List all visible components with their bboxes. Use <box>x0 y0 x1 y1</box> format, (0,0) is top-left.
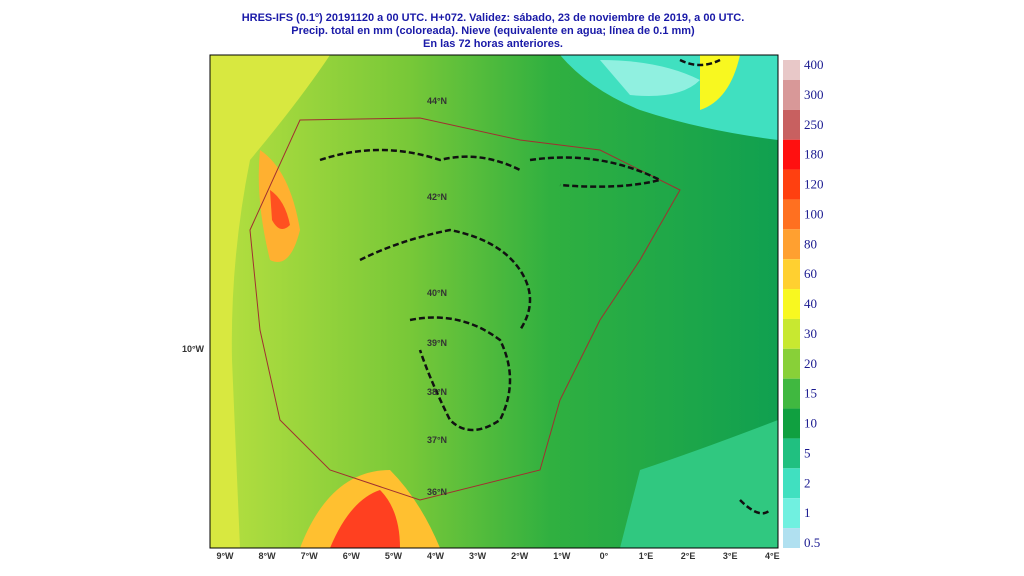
colorbar-label: 300 <box>804 87 824 102</box>
colorbar-label: 0.5 <box>804 535 820 550</box>
lat-label: 39°N <box>427 338 447 348</box>
header-line: Precip. total en mm (coloreada). Nieve (… <box>291 25 695 37</box>
colorbar-label: 20 <box>804 356 817 371</box>
lon-label: 9°W <box>216 551 234 561</box>
colorbar-label: 400 <box>804 57 824 72</box>
colorbar-label: 10 <box>804 416 817 431</box>
lon-label: 3°E <box>723 551 738 561</box>
map-frame <box>209 54 779 549</box>
south-core <box>330 490 400 548</box>
colorbar-cell <box>783 79 800 110</box>
ne-yellow <box>700 55 740 110</box>
colorbar-cell <box>783 318 800 349</box>
colorbar-cell <box>783 498 800 529</box>
lon-label: 2°E <box>681 551 696 561</box>
lon-label: 8°W <box>259 551 277 561</box>
colorbar-label: 15 <box>804 386 817 401</box>
colorbar-cell <box>783 438 800 469</box>
colorbar-cell <box>783 289 800 319</box>
colorbar-cell <box>783 348 800 379</box>
colorbar-cell <box>783 139 800 170</box>
map <box>210 55 778 548</box>
colorbar-label: 60 <box>804 266 817 281</box>
colorbar-label: 250 <box>804 117 824 132</box>
lat-label: 36°N <box>427 487 447 497</box>
ocean-west <box>210 55 330 548</box>
se-sea <box>620 420 778 548</box>
colorbar-cell <box>783 259 800 290</box>
lon-label: 7°W <box>301 551 319 561</box>
side-label: 10°W <box>182 344 205 354</box>
colorbar-label: 120 <box>804 177 824 192</box>
colorbar-label: 30 <box>804 326 817 341</box>
lon-label: 5°W <box>385 551 403 561</box>
colorbar-cell <box>783 408 800 439</box>
colorbar-label: 80 <box>804 236 817 251</box>
colorbar-label: 100 <box>804 206 824 221</box>
lat-label: 38°N <box>427 387 447 397</box>
lat-label: 42°N <box>427 192 447 202</box>
colorbar-cell <box>783 60 800 80</box>
lon-label: 1°W <box>553 551 571 561</box>
colorbar-label: 40 <box>804 296 817 311</box>
lon-label: 4°E <box>765 551 780 561</box>
colorbar-cell <box>783 229 800 260</box>
lat-label: 37°N <box>427 435 447 445</box>
colorbar-cell <box>783 109 800 140</box>
borders <box>249 117 681 501</box>
colorbar-label: 2 <box>804 475 811 490</box>
lon-label: 1°E <box>639 551 654 561</box>
colorbar-label: 5 <box>804 445 811 460</box>
lon-label: 4°W <box>427 551 445 561</box>
galicia-core <box>270 190 290 229</box>
lon-label: 6°W <box>343 551 361 561</box>
colorbar-cell <box>783 378 800 409</box>
lon-label: 2°W <box>511 551 529 561</box>
lat-label: 40°N <box>427 288 447 298</box>
lon-label: 0° <box>600 551 609 561</box>
colorbar-cell <box>783 169 800 200</box>
lat-label: 44°N <box>427 96 447 106</box>
snow-lines <box>319 58 771 515</box>
lon-label: 3°W <box>469 551 487 561</box>
colorbar-label: 180 <box>804 147 824 162</box>
colorbar-cell <box>783 528 800 548</box>
colorbar-label: 1 <box>804 505 811 520</box>
header-line: En las 72 horas anteriores. <box>423 38 563 50</box>
colorbar-cell <box>783 468 800 499</box>
colorbar-cell <box>783 199 800 230</box>
ne-sea-light <box>600 60 700 96</box>
header-line: HRES-IFS (0.1º) 20191120 a 00 UTC. H+072… <box>242 12 745 24</box>
